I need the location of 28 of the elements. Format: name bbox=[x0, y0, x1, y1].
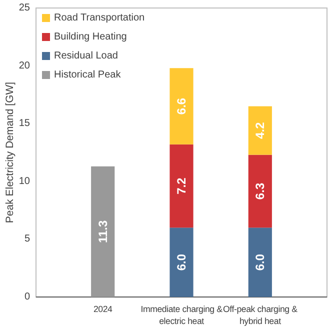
legend-label: Historical Peak bbox=[54, 70, 122, 80]
data-label: 6.0 bbox=[253, 254, 268, 271]
y-tick-label: 20 bbox=[18, 60, 30, 72]
bar bbox=[248, 106, 272, 155]
bar bbox=[170, 144, 194, 228]
bar bbox=[248, 228, 272, 297]
y-tick-label: 5 bbox=[24, 234, 30, 245]
bar bbox=[170, 228, 194, 297]
x-tick-label: Immediate charging & electric heat bbox=[140, 304, 223, 326]
y-axis-title: Peak Electricity Demand [GW] bbox=[4, 82, 16, 224]
bar bbox=[248, 154, 272, 228]
y-tick-label: 15 bbox=[18, 118, 30, 130]
data-label: 7.2 bbox=[174, 177, 188, 194]
data-label: 6.3 bbox=[253, 182, 268, 200]
data-label: 6.6 bbox=[174, 98, 188, 115]
y-tick-label: 10 bbox=[18, 176, 30, 187]
y-tick-label: 25 bbox=[18, 2, 30, 14]
bar bbox=[170, 68, 194, 144]
legend-label: Residual Load bbox=[54, 50, 118, 62]
x-tick-label: Off-peak charging & hybrid heat bbox=[223, 304, 298, 326]
bar bbox=[91, 166, 115, 297]
x-tick-label: 2024 bbox=[93, 304, 113, 314]
y-tick-label: 0 bbox=[24, 292, 30, 302]
data-label: 11.3 bbox=[96, 220, 110, 244]
legend-label: Building Heating bbox=[54, 32, 127, 42]
legend-label: Road Transportation bbox=[54, 12, 145, 24]
data-label: 4.2 bbox=[253, 122, 268, 139]
data-label: 6.0 bbox=[174, 254, 188, 271]
